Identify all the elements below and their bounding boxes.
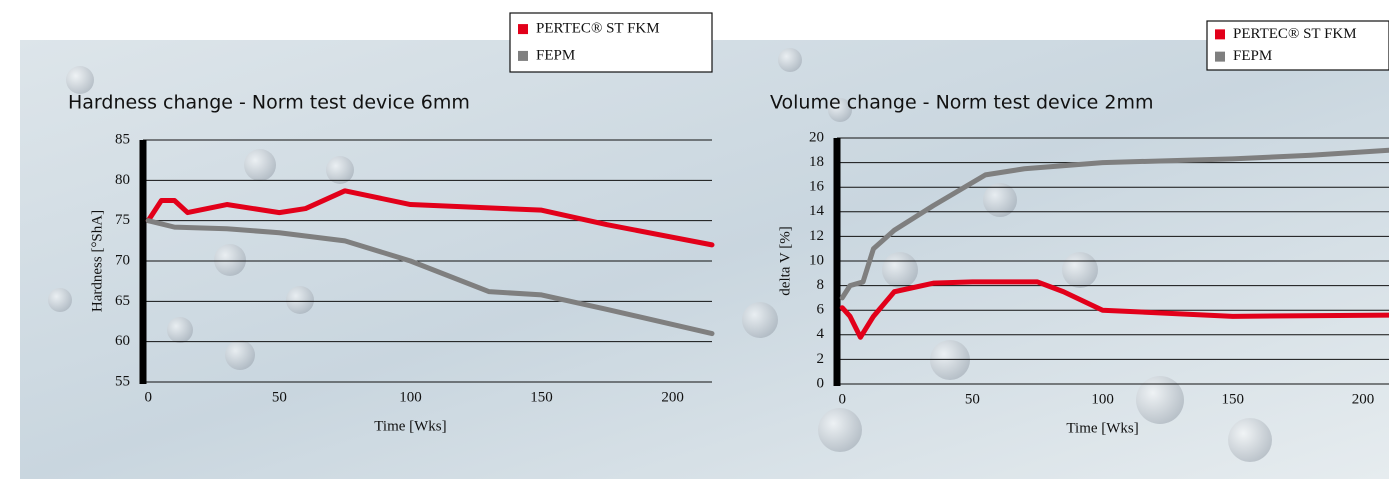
y-axis-label: delta V [%] [777, 226, 793, 295]
y-tick-label: 16 [809, 179, 825, 195]
x-axis-label: Time [Wks] [374, 418, 446, 434]
x-tick-label: 150 [530, 389, 553, 405]
legend-label: PERTEC® ST FKM [1233, 26, 1357, 42]
y-tick-label: 0 [817, 375, 825, 391]
legend-label: PERTEC® ST FKM [536, 21, 660, 37]
y-tick-label: 65 [115, 293, 130, 309]
y-tick-label: 4 [817, 326, 825, 342]
x-axis-label: Time [Wks] [1066, 420, 1138, 436]
x-tick-label: 0 [838, 391, 846, 407]
legend-swatch [1215, 52, 1225, 62]
x-tick-label: 150 [1222, 391, 1245, 407]
legend-label: FEPM [1233, 48, 1272, 64]
x-tick-label: 50 [965, 391, 980, 407]
page: {"chart_data": [ {"type": "line", "title… [0, 0, 1389, 479]
x-tick-label: 100 [1091, 391, 1114, 407]
y-tick-label: 10 [809, 252, 824, 268]
chart: Hardness change - Norm test device 6mm 55… [0, 0, 1389, 479]
y-tick-label: 12 [809, 228, 824, 244]
y-axis-label: Hardness [°ShA] [89, 210, 105, 312]
y-tick-label: 75 [115, 212, 130, 228]
y-tick-label: 14 [809, 203, 825, 219]
x-tick-label: 100 [399, 389, 422, 405]
y-tick-label: 8 [817, 277, 825, 293]
legend-swatch [518, 24, 528, 34]
chart-title: Hardness change - Norm test device 6mm [68, 92, 470, 114]
legend-label: FEPM [536, 47, 575, 63]
x-tick-label: 200 [1352, 391, 1375, 407]
x-tick-label: 0 [144, 389, 152, 405]
y-tick-label: 70 [115, 252, 130, 268]
y-tick-label: 6 [817, 302, 825, 318]
chart-title: Volume change - Norm test device 2mm [770, 92, 1154, 114]
x-tick-label: 200 [661, 389, 684, 405]
legend-swatch [1215, 29, 1225, 39]
y-tick-label: 60 [115, 333, 130, 349]
x-tick-label: 50 [272, 389, 287, 405]
y-tick-label: 55 [115, 373, 130, 389]
legend-swatch [518, 51, 528, 61]
y-tick-label: 20 [809, 129, 824, 145]
y-tick-label: 18 [809, 154, 824, 170]
y-tick-label: 80 [115, 172, 130, 188]
y-tick-label: 2 [817, 351, 825, 367]
y-tick-label: 85 [115, 131, 130, 147]
